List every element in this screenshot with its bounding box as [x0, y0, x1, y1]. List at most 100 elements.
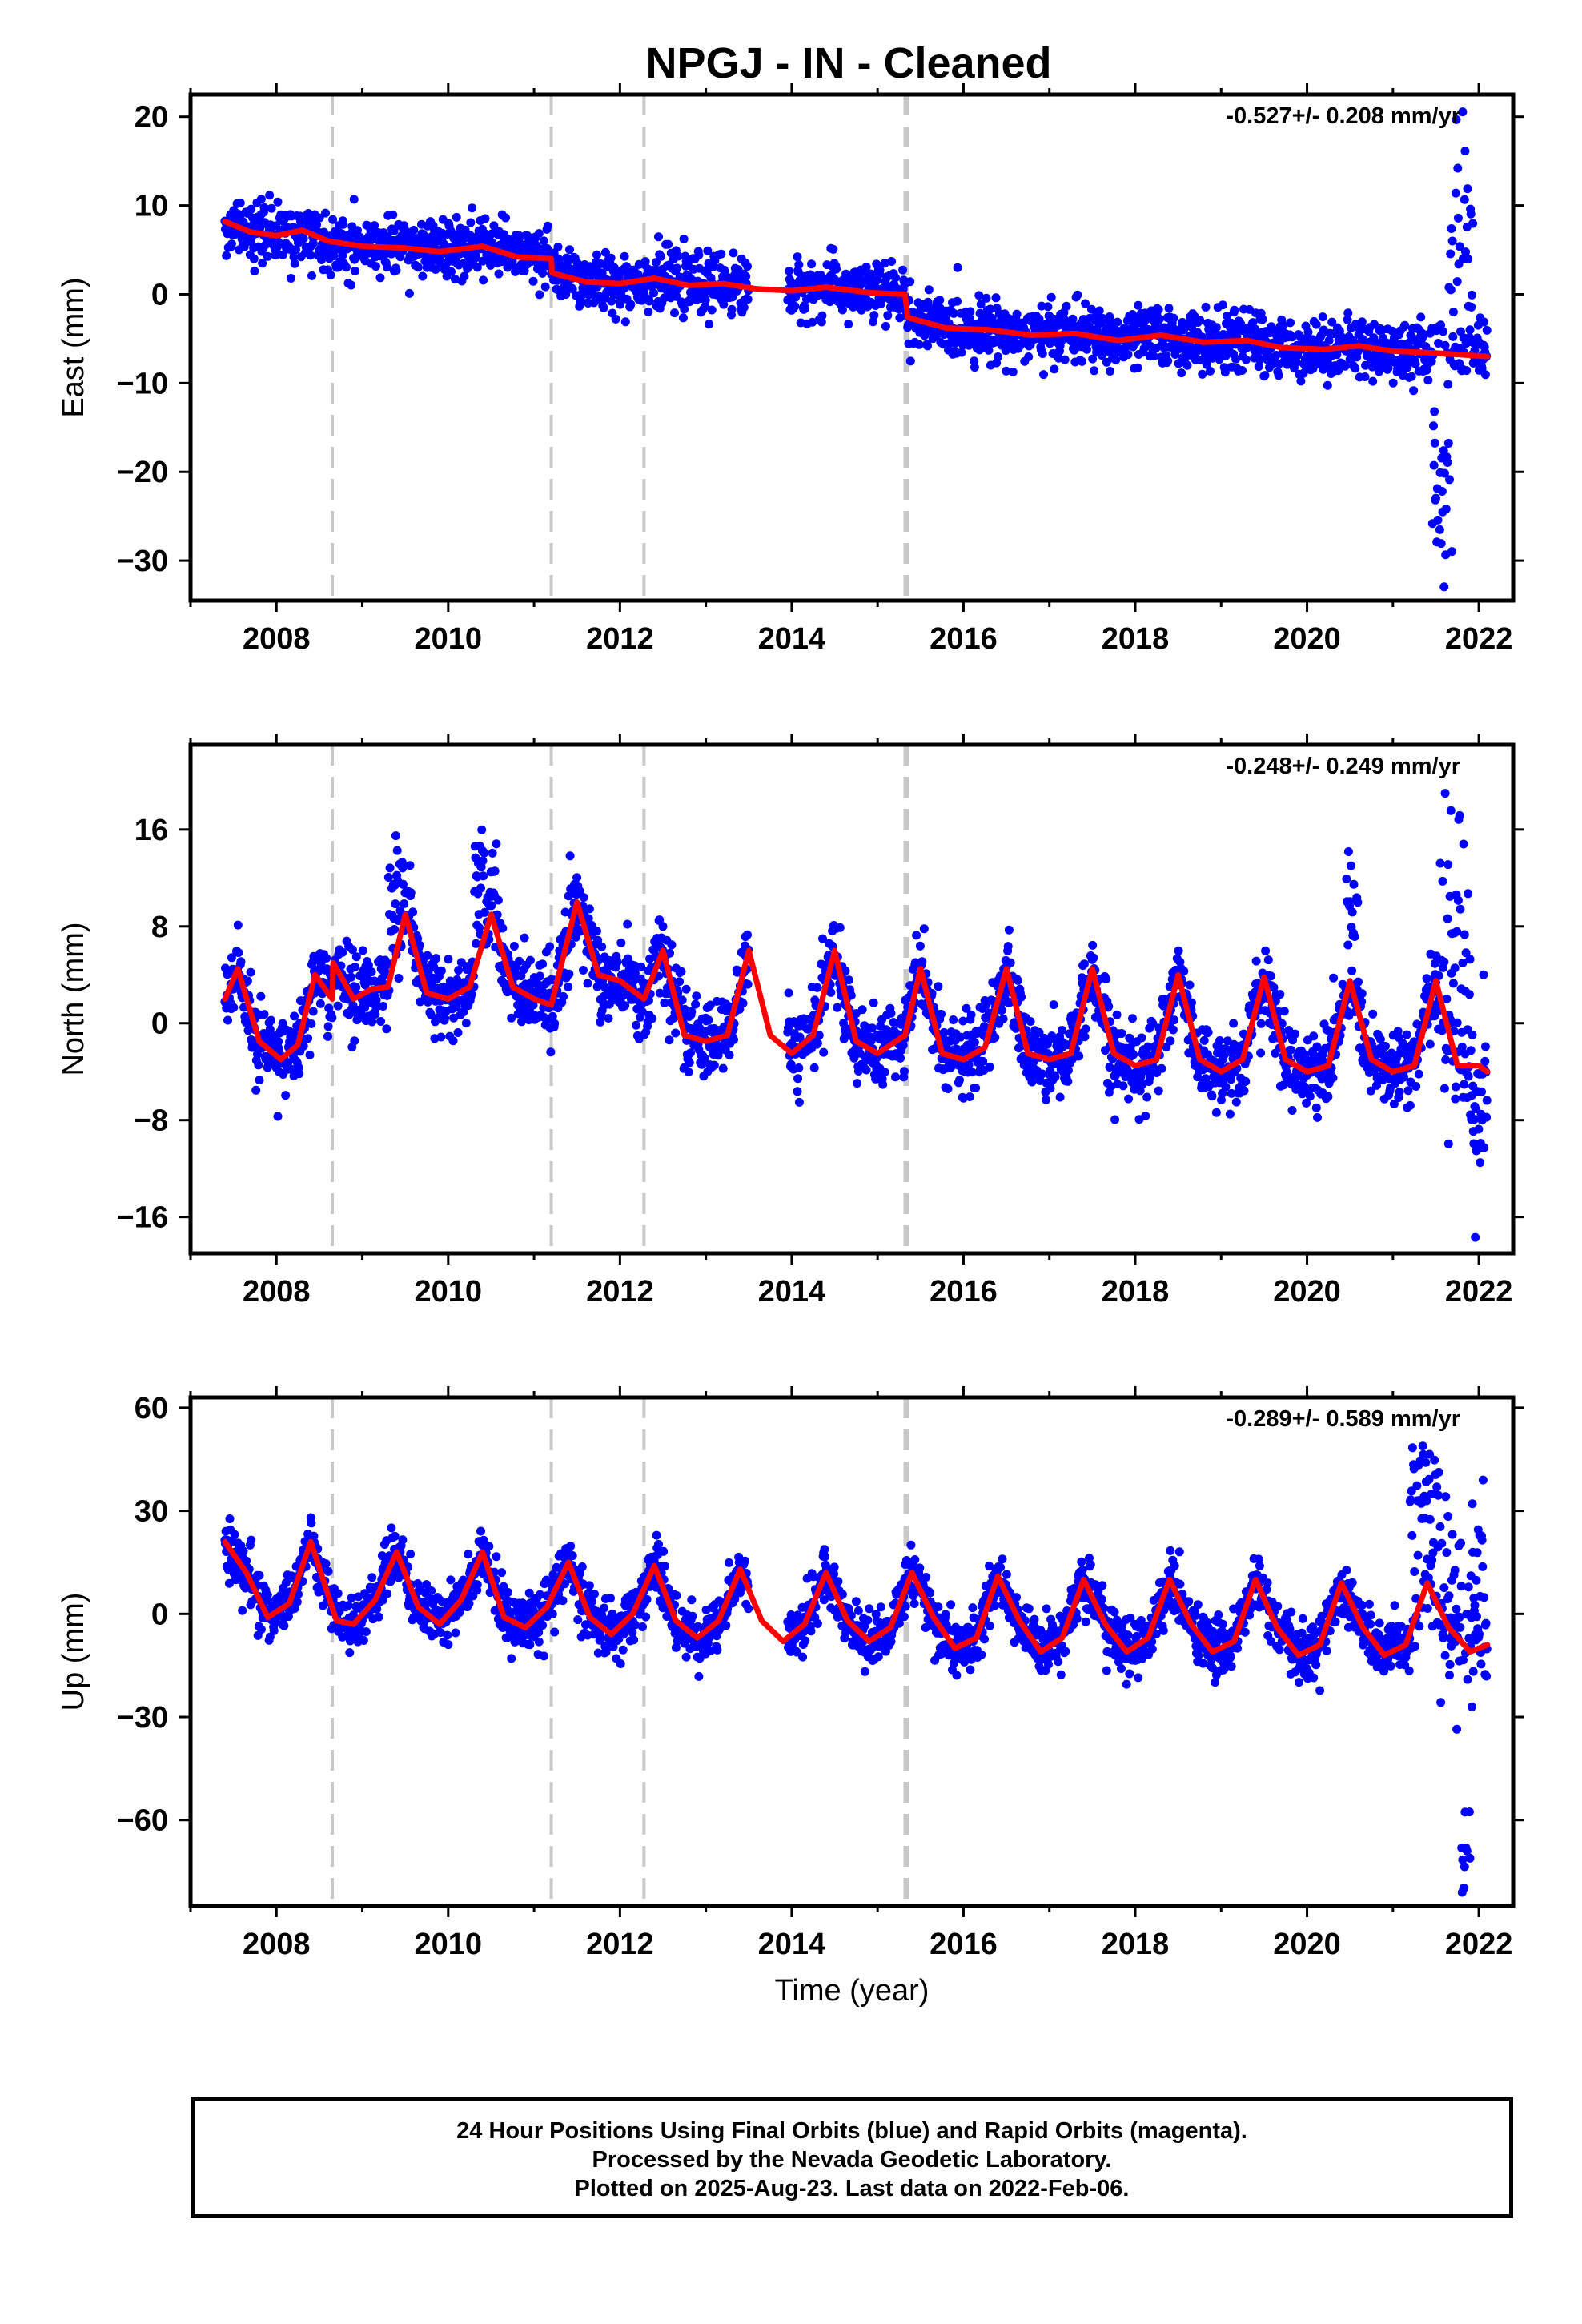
data-point [1227, 1075, 1236, 1084]
data-point [564, 982, 573, 991]
data-point [579, 966, 588, 975]
data-point [572, 873, 582, 883]
data-point [793, 1087, 802, 1096]
data-point [600, 247, 610, 257]
data-point [1286, 318, 1295, 328]
data-point [415, 940, 424, 950]
data-point [853, 1079, 862, 1088]
data-point [576, 297, 585, 307]
data-point [857, 1005, 867, 1015]
data-point [953, 296, 962, 306]
data-point [725, 1051, 734, 1059]
data-point [1049, 1000, 1058, 1010]
data-point [1187, 998, 1196, 1007]
data-point [714, 1047, 724, 1056]
data-point [1354, 977, 1363, 987]
data-point [675, 977, 685, 987]
data-point [507, 1013, 516, 1023]
data-point [1313, 1112, 1322, 1122]
data-point [478, 856, 488, 866]
data-point [480, 907, 489, 917]
data-point [1274, 371, 1283, 380]
data-point [390, 925, 400, 934]
data-point [326, 271, 335, 279]
data-point [835, 923, 845, 932]
data-point [818, 934, 827, 943]
data-point [656, 251, 665, 261]
data-point [584, 904, 594, 914]
data-point [286, 274, 295, 283]
data-point [1446, 285, 1456, 295]
data-point [784, 988, 793, 998]
data-point [1460, 147, 1470, 156]
data-point [347, 945, 357, 955]
data-point [1134, 300, 1143, 310]
data-point [898, 1040, 908, 1050]
data-point [678, 313, 688, 323]
data-point [649, 288, 658, 298]
data-point [1137, 1033, 1146, 1043]
data-point [1467, 302, 1476, 312]
data-point [312, 220, 321, 230]
data-point [1027, 1077, 1037, 1087]
data-point [1195, 316, 1205, 325]
data-point [1375, 367, 1384, 376]
data-point [1024, 352, 1034, 361]
data-point [1185, 980, 1195, 990]
data-point [259, 1010, 269, 1019]
data-point [227, 239, 236, 249]
data-point [984, 345, 994, 355]
data-point [1329, 973, 1339, 983]
data-point [1263, 955, 1273, 965]
data-point [664, 239, 673, 249]
data-point [640, 257, 650, 267]
data-point [327, 1013, 337, 1023]
data-point [1350, 932, 1359, 941]
data-point [1414, 1069, 1423, 1079]
data-point [303, 1034, 313, 1043]
data-point [794, 260, 804, 269]
data-point [236, 957, 246, 967]
data-point [974, 291, 984, 300]
data-point [1046, 292, 1056, 302]
data-point [717, 249, 726, 259]
data-point [957, 348, 966, 357]
data-point [1202, 360, 1211, 369]
data-point [629, 976, 639, 986]
data-point [338, 251, 347, 260]
data-point [924, 285, 934, 295]
data-point [1346, 861, 1355, 870]
y-tick-label: −10 [117, 367, 168, 400]
data-point [488, 848, 497, 858]
velocity-annotation: -0.527+/- 0.208 mm/yr [1226, 103, 1460, 129]
data-point [1467, 290, 1476, 300]
y-axis-label: East (mm) [57, 277, 90, 417]
data-point [273, 1112, 283, 1121]
data-point [1460, 195, 1469, 204]
data-point [1211, 323, 1221, 332]
data-point [934, 982, 943, 991]
data-point [406, 888, 416, 898]
data-point [432, 954, 441, 963]
data-point [1039, 370, 1048, 380]
data-point [1439, 582, 1449, 592]
data-point [1177, 368, 1186, 378]
data-point [1455, 242, 1464, 251]
data-point [450, 275, 460, 284]
data-point [379, 1002, 388, 1011]
data-point [604, 1014, 613, 1023]
data-point [317, 255, 327, 264]
data-point [323, 1031, 332, 1041]
data-point [1266, 971, 1275, 981]
data-point [413, 263, 423, 272]
data-point [528, 276, 538, 286]
data-point [1309, 1031, 1319, 1041]
data-point [1166, 1036, 1175, 1046]
data-point [235, 198, 245, 207]
data-point [794, 1063, 804, 1072]
data-point [1105, 1063, 1114, 1072]
data-point [1221, 1082, 1231, 1092]
data-point [351, 952, 361, 962]
data-point [392, 846, 402, 855]
y-tick-label: −30 [117, 545, 168, 578]
